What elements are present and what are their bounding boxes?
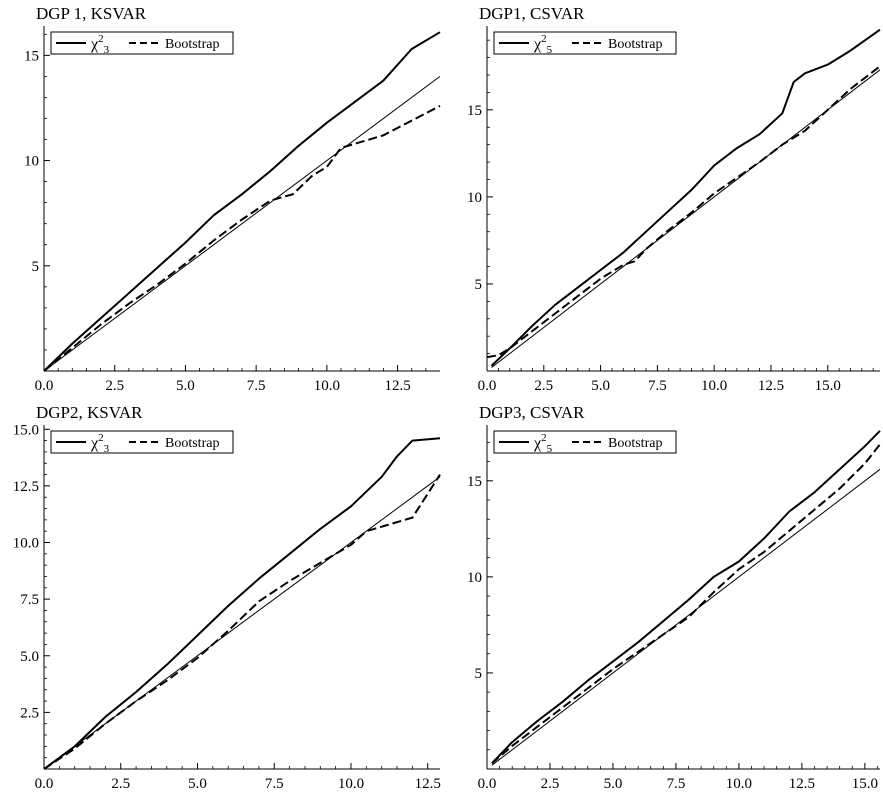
- y-tick-label: 5: [475, 277, 483, 293]
- legend-label-chi2: χ23: [90, 432, 110, 455]
- x-tick-label: 10.0: [701, 378, 727, 394]
- x-tick-label: 2.5: [534, 378, 553, 394]
- chart-panel-1: DGP 1, KSVAR 0.0 2.5 5.0 7.5 10.0 12.5 5 10 15 χ23…: [24, 4, 441, 394]
- y-tick-label: 15: [467, 103, 482, 119]
- series-line-bootstrap: [43, 474, 441, 770]
- x-tick-label: 7.5: [265, 776, 284, 792]
- legend-label-bootstrap: Bootstrap: [165, 436, 219, 451]
- y-tick-label: 5: [32, 259, 40, 275]
- series-line-chi2: [43, 31, 441, 372]
- chart-panel-4: DGP3, CSVAR 0.0 2.5 5.0 7.5 10.0 12.5 15.0 5 10 15…: [467, 403, 881, 792]
- x-tick-label: 10.0: [726, 776, 752, 792]
- x-tick-label: 2.5: [111, 776, 130, 792]
- chart-panel-2: DGP1, CSVAR 0.0 2.5 5.0 7.5 10.0 12.5 15.0 5 10 15…: [467, 4, 881, 394]
- series-line-reference: [43, 476, 441, 770]
- series-line-bootstrap: [43, 105, 441, 372]
- chart-panel-3: DGP2, KSVAR 0.0 2.5 5.0 7.5 10.0 12.5 2.5 5.0 7.5…: [13, 403, 441, 792]
- y-tick-label: 15: [467, 474, 482, 490]
- x-tick-label: 10.0: [314, 378, 340, 394]
- y-tick-label: 10.0: [13, 536, 39, 552]
- chart-title: DGP2, KSVAR: [36, 403, 143, 422]
- y-tick-label: 10: [467, 190, 482, 206]
- chart-title: DGP 1, KSVAR: [36, 4, 147, 23]
- x-tick-label: 12.5: [758, 378, 784, 394]
- x-tick-label: 5.0: [591, 378, 610, 394]
- y-tick-label: 10: [24, 154, 39, 170]
- x-tick-label: 12.5: [384, 378, 410, 394]
- x-tick-label: 12.5: [789, 776, 815, 792]
- x-tick-label: 12.5: [415, 776, 441, 792]
- y-tick-label: 10: [467, 570, 482, 586]
- series-line-chi2: [490, 28, 881, 367]
- y-tick-label: 7.5: [20, 592, 39, 608]
- legend-label-chi2: χ25: [533, 33, 553, 56]
- x-tick-label: 7.5: [667, 776, 686, 792]
- x-tick-label: 5.0: [188, 776, 207, 792]
- legend-label-bootstrap: Bootstrap: [608, 37, 662, 52]
- x-tick-label: 0.0: [35, 776, 54, 792]
- series-line-reference: [43, 75, 441, 372]
- x-tick-label: 10.0: [338, 776, 364, 792]
- legend-label-bootstrap: Bootstrap: [608, 436, 662, 451]
- series-line-reference: [491, 468, 881, 766]
- legend-label-bootstrap: Bootstrap: [165, 37, 219, 52]
- y-tick-label: 15: [24, 48, 39, 64]
- x-tick-label: 2.5: [105, 378, 124, 394]
- y-tick-label: 2.5: [20, 705, 39, 721]
- x-tick-label: 7.5: [247, 378, 266, 394]
- x-tick-label: 15.0: [815, 378, 841, 394]
- x-tick-label: 0.0: [478, 378, 497, 394]
- x-tick-label: 0.0: [478, 776, 497, 792]
- series-line-reference: [491, 69, 881, 368]
- x-tick-label: 7.5: [648, 378, 667, 394]
- x-tick-label: 15.0: [852, 776, 878, 792]
- series-line-chi2: [491, 430, 881, 764]
- chart-title: DGP3, CSVAR: [479, 403, 585, 422]
- series-line-bootstrap: [491, 443, 881, 764]
- y-tick-label: 15.0: [13, 422, 39, 438]
- legend-label-chi2: χ25: [533, 432, 553, 455]
- series-line-bootstrap: [486, 65, 881, 359]
- y-tick-label: 12.5: [13, 479, 39, 495]
- y-tick-label: 5: [475, 666, 483, 682]
- series-line-chi2: [43, 437, 441, 770]
- legend-label-chi2: χ23: [90, 33, 110, 56]
- x-tick-label: 5.0: [176, 378, 195, 394]
- y-tick-label: 5.0: [20, 649, 39, 665]
- x-tick-label: 0.0: [35, 378, 54, 394]
- chart-title: DGP1, CSVAR: [479, 4, 585, 23]
- x-tick-label: 2.5: [541, 776, 560, 792]
- x-tick-label: 5.0: [604, 776, 623, 792]
